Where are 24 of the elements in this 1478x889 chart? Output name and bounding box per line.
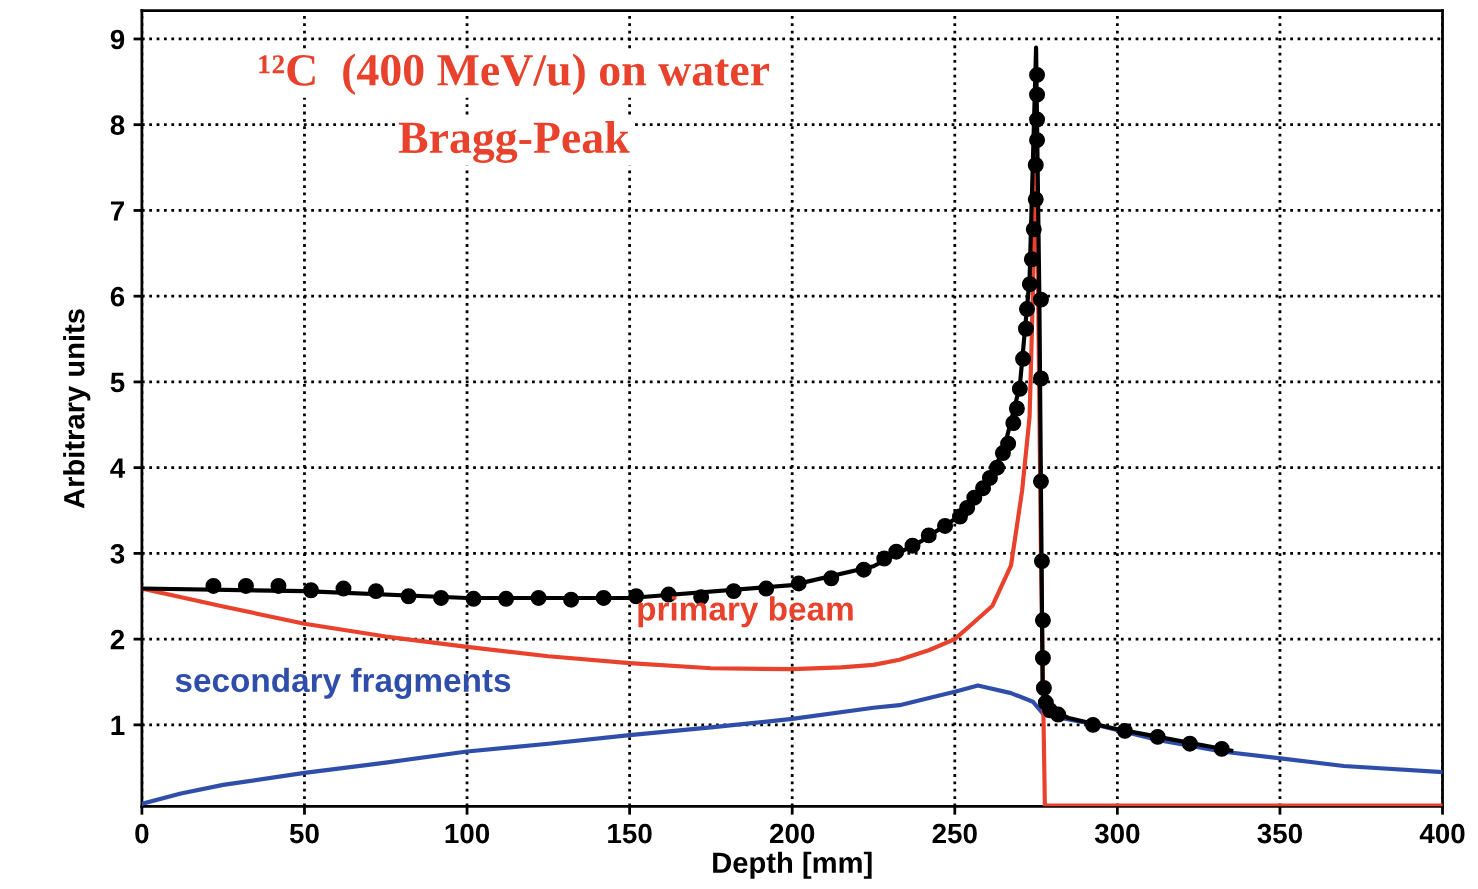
- y-tick-label: 4: [110, 458, 126, 478]
- x-tick-label: 350: [1257, 823, 1302, 844]
- x-tick-label: 150: [608, 823, 652, 844]
- annotation: Bragg-Peak: [398, 120, 630, 163]
- y-tick-label: 2: [110, 629, 125, 650]
- x-tick-label: 250: [932, 823, 977, 844]
- annotation: ¹²C (400 MeV/u) on water: [259, 53, 770, 96]
- y-tick-label: 8: [110, 115, 125, 136]
- y-tick-label: 9: [110, 29, 125, 50]
- y-tick-label: 3: [110, 544, 125, 564]
- y-tick-label: 7: [110, 201, 124, 221]
- x-axis-title: Depth [mm]: [713, 851, 872, 879]
- y-tick-label: 5: [110, 372, 125, 393]
- y-tick-label: 6: [110, 286, 125, 307]
- y-axis-title: Arbitrary units: [63, 309, 91, 509]
- x-tick-label: 300: [1094, 823, 1140, 844]
- x-tick-label: 50: [289, 823, 319, 844]
- x-tick-label: 100: [445, 823, 490, 844]
- series-label: primary beam: [638, 596, 853, 628]
- y-tick-label: 1: [111, 715, 125, 735]
- x-tick-label: 200: [770, 823, 815, 844]
- x-tick-label: 0: [135, 823, 149, 844]
- series-label: secondary fragments: [175, 667, 511, 699]
- x-tick-label: 400: [1419, 823, 1465, 844]
